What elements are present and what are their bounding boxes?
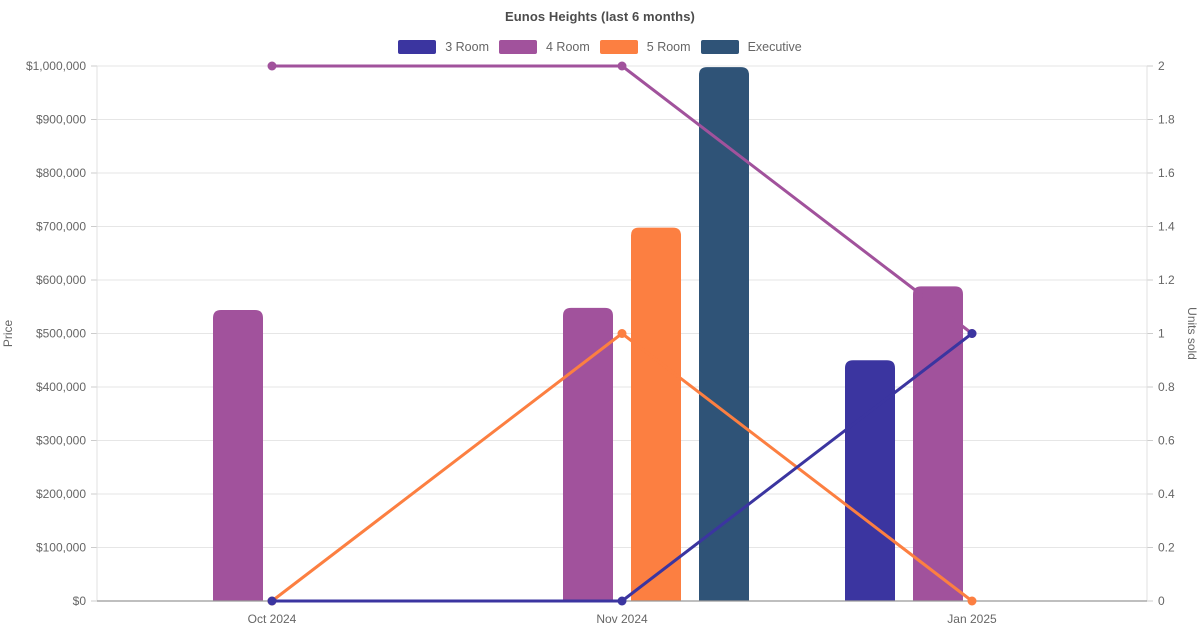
y-left-tick-label: $600,000 bbox=[36, 273, 86, 287]
y-left-tick-label: $700,000 bbox=[36, 220, 86, 234]
legend-item-executive[interactable]: Executive bbox=[700, 40, 802, 54]
y-left-tick-label: $1,000,000 bbox=[26, 59, 86, 73]
marker-3-room-oct-2024[interactable] bbox=[267, 596, 277, 606]
legend-swatch-4-room bbox=[499, 40, 537, 54]
legend-swatch-5-room bbox=[599, 40, 638, 54]
y-left-tick-label: $100,000 bbox=[36, 541, 86, 555]
legend-label: 3 Room bbox=[445, 40, 489, 54]
y-left-tick-label: $0 bbox=[73, 594, 87, 608]
x-tick-label-oct-2024: Oct 2024 bbox=[248, 612, 297, 626]
y-right-tick-label: 0 bbox=[1158, 594, 1165, 608]
bar-4-room-nov-2024[interactable] bbox=[563, 307, 613, 601]
marker-4-room-oct-2024[interactable] bbox=[267, 61, 277, 71]
y-left-tick-label: $500,000 bbox=[36, 327, 86, 341]
y-right-tick-label: 0.2 bbox=[1158, 541, 1175, 555]
bar-5-room-nov-2024[interactable] bbox=[631, 227, 681, 601]
legend-swatch-executive bbox=[700, 40, 739, 54]
y-right-tick-label: 0.4 bbox=[1158, 487, 1175, 501]
bar-4-room-oct-2024[interactable] bbox=[213, 309, 263, 601]
y-right-tick-label: 2 bbox=[1158, 59, 1165, 73]
legend-swatch-3-room bbox=[398, 40, 437, 54]
legend-item-3-room[interactable]: 3 Room bbox=[398, 40, 489, 54]
y-right-axis-title: Units sold bbox=[1185, 307, 1199, 360]
marker-5-room-jan-2025[interactable] bbox=[967, 596, 977, 606]
legend-item-4-room[interactable]: 4 Room bbox=[499, 40, 590, 54]
marker-3-room-jan-2025[interactable] bbox=[967, 329, 977, 338]
y-left-axis-title: Price bbox=[1, 320, 15, 348]
y-right-tick-label: 1.4 bbox=[1158, 220, 1175, 234]
marker-5-room-nov-2024[interactable] bbox=[617, 329, 627, 338]
bar-executive-nov-2024[interactable] bbox=[699, 67, 749, 601]
y-right-tick-label: 1.8 bbox=[1158, 113, 1175, 127]
y-right-tick-label: 1.6 bbox=[1158, 166, 1175, 180]
line-4-room bbox=[270, 64, 974, 335]
legend-label: Executive bbox=[747, 40, 802, 54]
y-right-tick-label: 1.2 bbox=[1158, 273, 1175, 287]
y-left-tick-label: $900,000 bbox=[36, 113, 86, 127]
legend: 3 Room 4 Room 5 Room Executive bbox=[0, 40, 1200, 54]
y-right-tick-label: 0.6 bbox=[1158, 434, 1175, 448]
x-tick-label-jan-2025: Jan 2025 bbox=[947, 612, 997, 626]
legend-item-5-room[interactable]: 5 Room bbox=[599, 40, 691, 54]
legend-label: 4 Room bbox=[546, 40, 590, 54]
y-left-tick-label: $300,000 bbox=[36, 434, 86, 448]
y-right-tick-label: 1 bbox=[1158, 327, 1165, 341]
x-tick-label-nov-2024: Nov 2024 bbox=[596, 612, 648, 626]
bar-4-room-jan-2025[interactable] bbox=[913, 286, 963, 601]
y-left-tick-label: $800,000 bbox=[36, 166, 86, 180]
y-left-tick-label: $400,000 bbox=[36, 380, 86, 394]
legend-label: 5 Room bbox=[646, 40, 691, 54]
y-left-tick-label: $200,000 bbox=[36, 487, 86, 501]
marker-4-room-nov-2024[interactable] bbox=[617, 61, 627, 71]
chart-title: Eunos Heights (last 6 months) bbox=[505, 9, 695, 24]
y-right-tick-label: 0.8 bbox=[1158, 380, 1175, 394]
marker-3-room-nov-2024[interactable] bbox=[617, 596, 627, 606]
